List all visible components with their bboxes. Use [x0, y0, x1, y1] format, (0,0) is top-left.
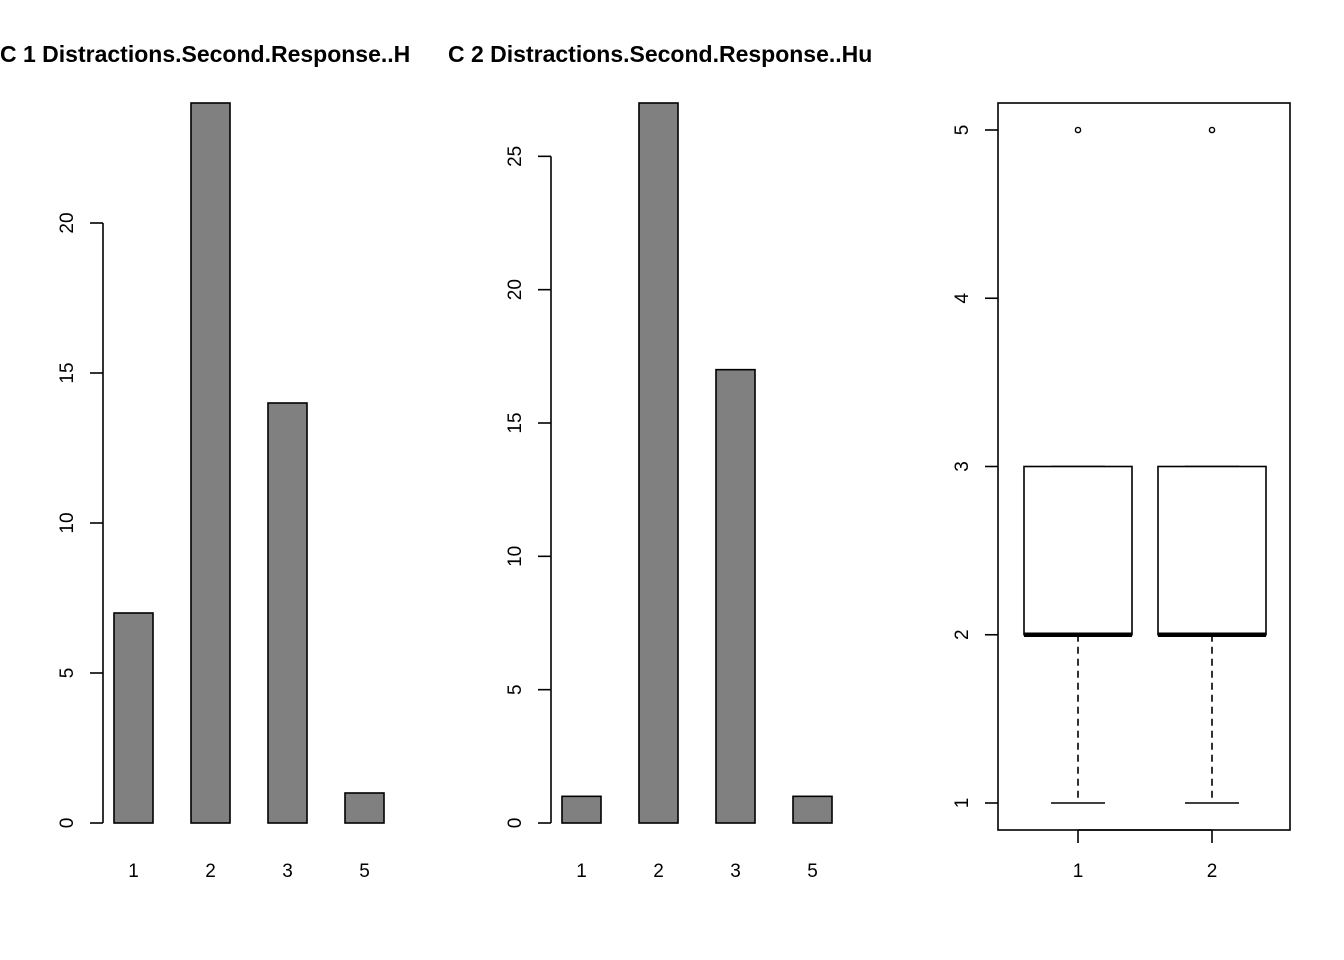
x-tick-label: 1: [576, 861, 587, 882]
y-tick-label: 20: [505, 279, 526, 300]
bar-2: [190, 102, 231, 824]
y-tick-label: 15: [505, 412, 526, 433]
bar-1: [113, 612, 154, 824]
bars: [561, 102, 833, 824]
outlier-point: [1208, 126, 1216, 134]
y-tick-label: 5: [505, 684, 526, 695]
iqr-box: [1023, 465, 1133, 636]
box-1: [1023, 126, 1133, 804]
y-axis: 0 5 10 15 20 25: [505, 146, 552, 829]
x-tick-label: 3: [730, 861, 741, 882]
y-tick-label: 0: [57, 818, 78, 829]
y-tick-label: 5: [952, 125, 973, 136]
x-tick-label: 3: [282, 861, 293, 882]
y-tick-label: 20: [57, 212, 78, 233]
outlier-point: [1074, 126, 1082, 134]
x-tick-label: 1: [1073, 861, 1084, 882]
bar-5: [344, 792, 385, 824]
chart-title: C 1 Distractions.Second.Response..H: [0, 41, 410, 67]
x-tick-label: 5: [359, 861, 370, 882]
boxes: [1023, 126, 1267, 804]
bar-1: [561, 795, 602, 824]
box-2: [1157, 126, 1267, 804]
x-tick-label: 5: [807, 861, 818, 882]
iqr-box: [1157, 465, 1267, 636]
bar-5: [792, 795, 833, 824]
y-tick-label: 5: [57, 668, 78, 679]
x-tick-label: 1: [128, 861, 139, 882]
x-tick-label: 2: [1207, 861, 1218, 882]
y-tick-label: 2: [952, 629, 973, 640]
bar-2: [638, 102, 679, 824]
y-tick-label: 15: [57, 362, 78, 383]
y-tick-label: 1: [952, 798, 973, 809]
y-tick-label: 25: [505, 146, 526, 167]
bar-3: [267, 402, 308, 824]
x-tick-labels: 1 2 3 5: [128, 861, 370, 882]
y-tick-label: 10: [57, 512, 78, 533]
x-tick-label: 2: [205, 861, 216, 882]
y-tick-label: 0: [505, 818, 526, 829]
y-tick-label: 10: [505, 546, 526, 567]
bars: [113, 102, 385, 824]
chart-title: C 2 Distractions.Second.Response..Hu: [448, 41, 872, 67]
x-tick-label: 2: [653, 861, 664, 882]
bar-3: [715, 368, 756, 824]
y-axis: 0 5 10 15 20: [57, 212, 104, 829]
bar-chart-panel-1: C 1 Distractions.Second.Response..H 0510…: [0, 41, 410, 882]
y-axis: 1 2 3 4 5: [952, 125, 998, 809]
bar-chart-panel-2: C 2 Distractions.Second.Response..Hu 051…: [448, 41, 872, 882]
y-tick-label: 4: [952, 293, 973, 304]
y-tick-label: 3: [952, 461, 973, 472]
x-tick-labels: 1 2 3 5: [576, 861, 818, 882]
